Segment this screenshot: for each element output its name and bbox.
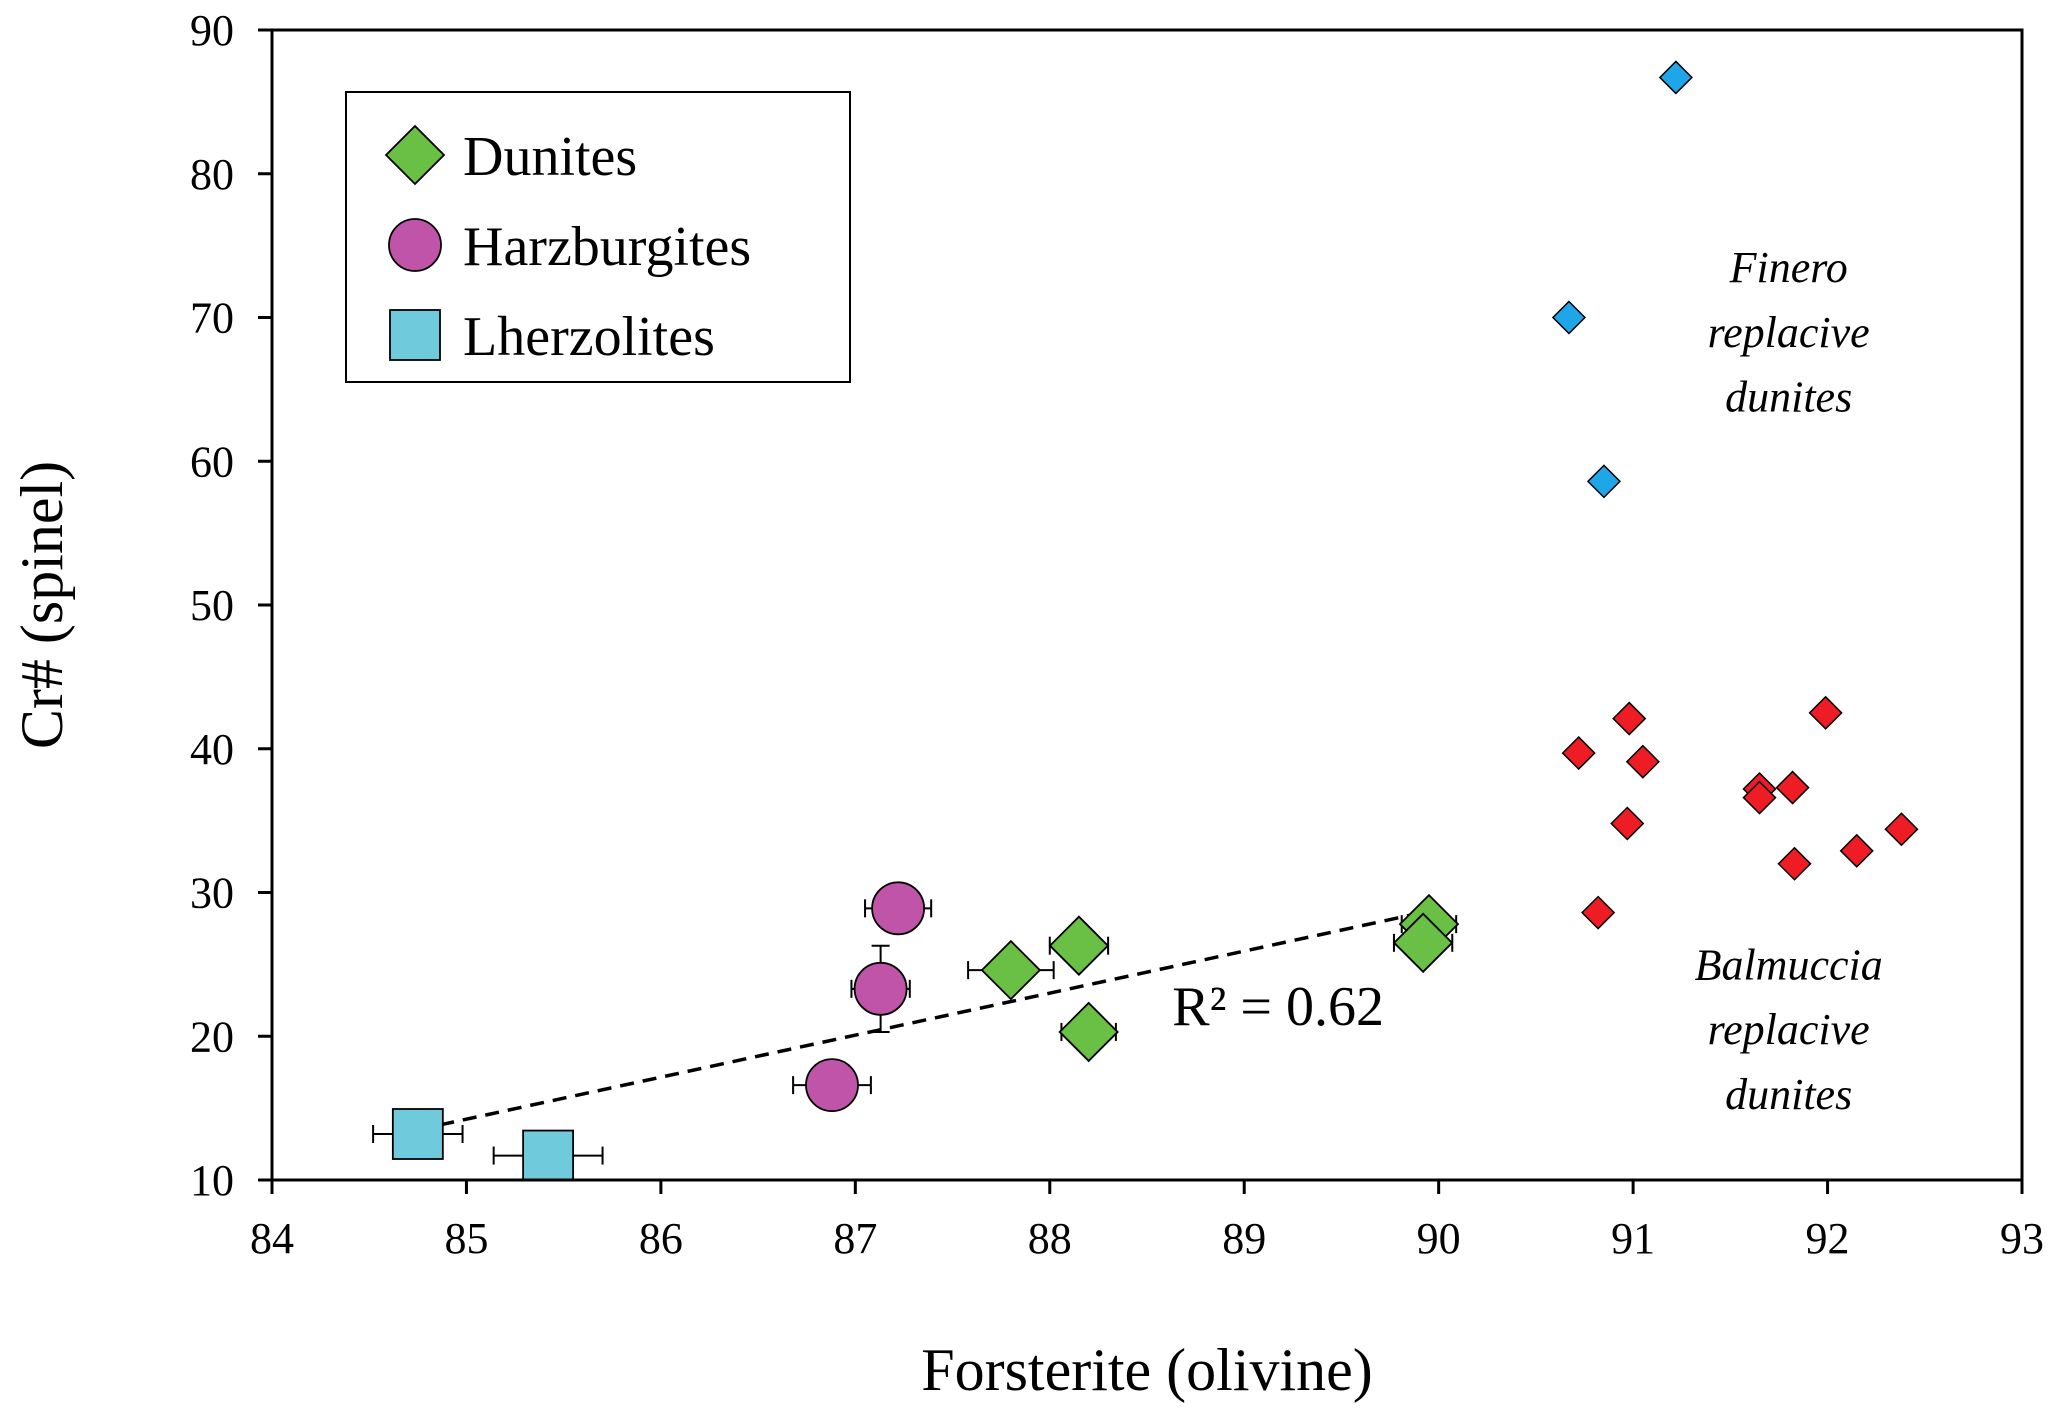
y-tick-label: 60: [190, 437, 234, 486]
dunites-point: [1048, 915, 1110, 976]
trendline: [417, 909, 1430, 1132]
x-tick-label: 90: [1417, 1214, 1461, 1263]
x-tick-label: 86: [639, 1214, 683, 1263]
annotation-layer: Finero replacive dunites Balmuccia replacive…: [1695, 243, 1883, 1119]
y-tick-label: 70: [190, 294, 234, 343]
y-axis-title: Cr# (spinel): [9, 461, 75, 749]
y-tick-label: 20: [190, 1012, 234, 1061]
x-tick-label: 92: [1806, 1214, 1850, 1263]
legend-label: Lherzolites: [463, 306, 715, 368]
series-4-point: [1625, 744, 1660, 779]
series-4-point: [1839, 833, 1874, 868]
x-tick-label: 93: [2000, 1214, 2044, 1263]
y-tick-label: 40: [190, 725, 234, 774]
series-4-point: [1808, 695, 1843, 730]
series-4-point: [1884, 812, 1919, 847]
harzburgites-legend-marker: [388, 218, 442, 272]
dunites-point: [1392, 912, 1454, 974]
harzburgites-point: [871, 881, 926, 936]
group-annotation-line: replacive: [1708, 1005, 1870, 1054]
y-tick-label: 80: [190, 150, 234, 199]
series-3-point: [1658, 60, 1693, 95]
series-4-point: [1777, 846, 1812, 881]
group-annotation-line: dunites: [1725, 373, 1852, 422]
series-4-point: [1610, 806, 1645, 841]
legend: Dunites Harzburgites Lherzolites: [345, 91, 851, 383]
harzburgites-point: [853, 961, 908, 1016]
dunites-point: [1058, 1001, 1119, 1063]
y-tick-label: 90: [190, 6, 234, 55]
x-tick-label: 84: [250, 1214, 294, 1263]
group-annotation-line: Balmuccia: [1695, 940, 1883, 989]
lherzolites-point: [522, 1129, 575, 1182]
trendline-layer: R² = 0.62: [417, 909, 1430, 1132]
harzburgites-point: [805, 1058, 859, 1113]
y-tick-label: 30: [190, 869, 234, 918]
legend-label: Harzburgites: [463, 216, 751, 278]
series-4-point: [1742, 780, 1777, 815]
series-4-point: [1612, 701, 1647, 736]
r-squared-label: R² = 0.62: [1172, 976, 1384, 1038]
group-annotation-line: replacive: [1708, 308, 1870, 357]
y-tick-label: 10: [190, 1156, 234, 1205]
x-tick-label: 88: [1028, 1214, 1072, 1263]
x-axis-title: Forsterite (olivine): [921, 1337, 1373, 1403]
x-tick-label: 85: [444, 1214, 488, 1263]
x-tick-label: 87: [833, 1214, 877, 1263]
group-annotation-line: Finero: [1729, 243, 1848, 292]
lherzolites-legend-marker: [389, 309, 441, 361]
series-4-point: [1775, 770, 1810, 805]
series-4-point: [1581, 895, 1616, 930]
x-tick-label: 89: [1222, 1214, 1266, 1263]
lherzolites-point: [391, 1108, 444, 1160]
series-4-point: [1561, 736, 1596, 771]
series-3-point: [1551, 300, 1587, 335]
dunites-legend-marker: [384, 124, 446, 186]
series-3-point: [1586, 464, 1622, 499]
group-annotation-line: dunites: [1725, 1070, 1852, 1119]
y-tick-label: 50: [190, 581, 234, 630]
legend-label: Dunites: [463, 126, 637, 188]
axes-layer: 84 85 86 87 88 89 90 91 92 93 10 20 30 40 50 60 70 80 90: [190, 6, 2044, 1263]
x-tick-label: 91: [1611, 1214, 1655, 1263]
dunites-point: [980, 939, 1042, 1001]
data-point-layer: [391, 60, 1919, 1182]
